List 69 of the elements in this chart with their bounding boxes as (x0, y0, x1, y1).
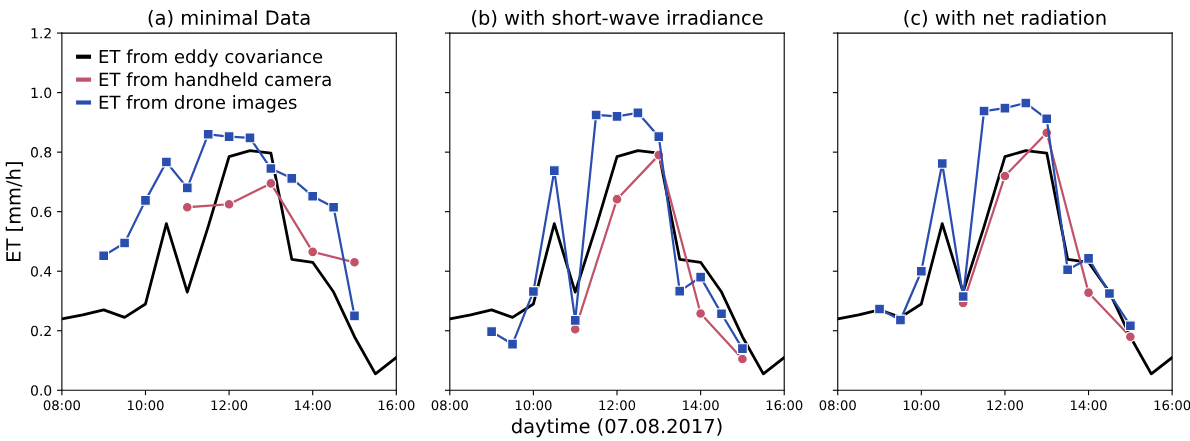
y-tick-label: 1.0 (31, 87, 52, 99)
point (895, 314, 906, 326)
x-tick-label: 08:00 (819, 400, 856, 411)
point (307, 190, 319, 202)
point (119, 237, 130, 249)
point (674, 285, 686, 297)
point (265, 177, 277, 189)
y-tick-label: 0.4 (30, 266, 52, 277)
point (1083, 287, 1094, 299)
y-tick-label: 0.2 (30, 325, 51, 337)
legend-label: ET from drone images (99, 95, 297, 113)
chart-title: (a) minimal Data (148, 9, 310, 28)
point (265, 163, 277, 174)
point (223, 198, 235, 210)
point (936, 158, 948, 169)
point (611, 193, 623, 205)
y-tick-label: 1.2 (31, 28, 51, 39)
point (695, 308, 707, 319)
x-tick-label: 16:00 (766, 400, 803, 411)
point (349, 256, 360, 268)
point (1020, 97, 1032, 109)
x-tick-label: 14:00 (1070, 400, 1107, 411)
point (632, 107, 644, 119)
chart-title: (c) with net radiation (904, 9, 1106, 28)
point (716, 308, 727, 320)
y-tick-label: 0.0 (30, 385, 52, 396)
x-tick-label: 10:00 (515, 400, 552, 411)
point (695, 271, 707, 283)
x-tick-label: 08:00 (43, 400, 81, 411)
point (737, 353, 748, 365)
point (244, 132, 256, 144)
x-tick-label: 16:00 (378, 400, 415, 411)
point (1124, 331, 1136, 343)
x-tick-label: 10:00 (903, 400, 940, 411)
point (874, 303, 885, 315)
legend-label: ET from eddy covariance (99, 49, 323, 67)
point (1041, 113, 1053, 125)
point (957, 291, 969, 302)
point (181, 182, 193, 194)
y-axis-title: ET [mm/h] (5, 162, 24, 261)
x-tick-label: 12:00 (211, 400, 248, 411)
point (349, 310, 360, 322)
y-tick-label: 0.8 (30, 147, 52, 158)
point (307, 246, 319, 258)
x-tick-label: 14:00 (295, 400, 331, 411)
y-tick-label: 0.6 (30, 206, 52, 218)
x-tick-label: 14:00 (683, 400, 719, 411)
point (737, 343, 748, 355)
x-axis-title: daytime (07.08.2017) (511, 418, 722, 438)
point (611, 111, 623, 122)
x-tick-label: 16:00 (1154, 400, 1190, 411)
point (999, 102, 1011, 114)
point (1124, 320, 1136, 332)
x-tick-label: 12:00 (987, 400, 1024, 411)
legend-label: ET from handheld camera (99, 72, 331, 87)
point (181, 201, 193, 213)
chart-title: (b) with short-wave irradiance (472, 9, 763, 28)
point (653, 131, 665, 143)
point (548, 165, 560, 177)
point (507, 338, 518, 350)
point (999, 170, 1011, 182)
point (140, 194, 151, 206)
x-tick-label: 10:00 (127, 400, 164, 411)
point (569, 314, 581, 326)
x-tick-label: 08:00 (431, 400, 468, 411)
point (1104, 288, 1115, 299)
x-tick-label: 12:00 (599, 400, 636, 411)
point (590, 109, 602, 121)
point (527, 286, 539, 297)
